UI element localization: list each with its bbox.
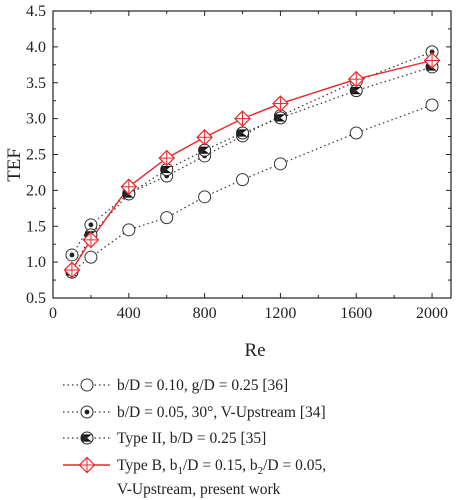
y-tick-label: 4.0 <box>26 39 46 56</box>
legend-label-2: Type II, b/D = 0.25 [35] <box>117 430 266 447</box>
legend-label-3: Type B, b1/D = 0.15, b2/D = 0.05, <box>117 457 326 477</box>
legend-entry-1: b/D = 0.05, 30°, V-Upstream [34] <box>63 404 326 421</box>
data-point <box>423 52 441 69</box>
x-tick-label: 1600 <box>340 305 372 322</box>
data-point <box>347 70 365 88</box>
legend-label-3-line2: V-Upstream, present work <box>117 481 281 498</box>
series-1 <box>71 51 433 256</box>
x-tick-label: 2000 <box>416 305 448 322</box>
data-point <box>120 178 138 196</box>
legend-marker-0 <box>80 378 94 392</box>
data-point <box>236 126 250 140</box>
series-layer <box>63 45 441 279</box>
data-point <box>425 98 439 112</box>
data-point <box>349 126 363 140</box>
y-axis: 0.5 1.0 1.5 2.0 2.5 3.0 3.5 4.0 4.5 <box>26 3 451 307</box>
y-tick-label: 1.0 <box>26 254 46 271</box>
y-tick-label: 3.0 <box>26 111 46 128</box>
data-point <box>349 84 363 98</box>
data-point <box>196 128 213 146</box>
legend-entry-3: Type B, b1/D = 0.15, b2/D = 0.05, V-Upst… <box>63 456 326 498</box>
data-point <box>158 149 176 167</box>
legend-marker-3 <box>78 456 96 474</box>
legend-label-1: b/D = 0.05, 30°, V-Upstream [34] <box>117 404 326 421</box>
data-point <box>273 111 287 125</box>
x-tick-label: 0 <box>49 305 57 322</box>
data-point <box>234 110 251 127</box>
data-point <box>198 190 212 204</box>
x-axis-label: Re <box>244 340 265 361</box>
data-point <box>84 250 98 264</box>
data-point <box>236 173 250 187</box>
legend-label-0: b/D = 0.10, g/D = 0.25 [36] <box>117 377 288 394</box>
data-point <box>272 95 289 112</box>
legend-marker-2 <box>80 431 94 445</box>
data-point <box>198 143 212 157</box>
y-axis-label: TEF <box>4 148 25 182</box>
data-point <box>273 157 287 171</box>
x-tick-label: 1200 <box>264 305 296 322</box>
y-tick-label: 3.5 <box>26 75 46 92</box>
y-tick-label: 2.0 <box>26 182 46 199</box>
x-tick-label: 800 <box>193 305 217 322</box>
data-point <box>122 223 136 237</box>
data-point <box>65 248 79 262</box>
data-point <box>84 218 98 232</box>
y-tick-label: 1.5 <box>26 218 46 235</box>
series-markers-3 <box>63 52 441 279</box>
data-point <box>82 231 100 249</box>
data-point <box>425 45 439 59</box>
legend-entry-0: b/D = 0.10, g/D = 0.25 [36] <box>63 377 288 394</box>
x-axis: 0 400 800 1200 1600 2000 <box>49 11 448 322</box>
y-tick-label: 4.5 <box>26 3 46 20</box>
y-tick-label: 2.5 <box>26 147 46 164</box>
y-tick-label: 0.5 <box>26 290 46 307</box>
data-point <box>160 211 174 225</box>
data-point <box>160 163 174 177</box>
legend-marker-1 <box>80 405 94 419</box>
series-line-1 <box>71 51 433 256</box>
legend-entry-2: Type II, b/D = 0.25 [35] <box>63 430 266 447</box>
x-tick-label: 400 <box>117 305 141 322</box>
data-point <box>63 261 81 279</box>
